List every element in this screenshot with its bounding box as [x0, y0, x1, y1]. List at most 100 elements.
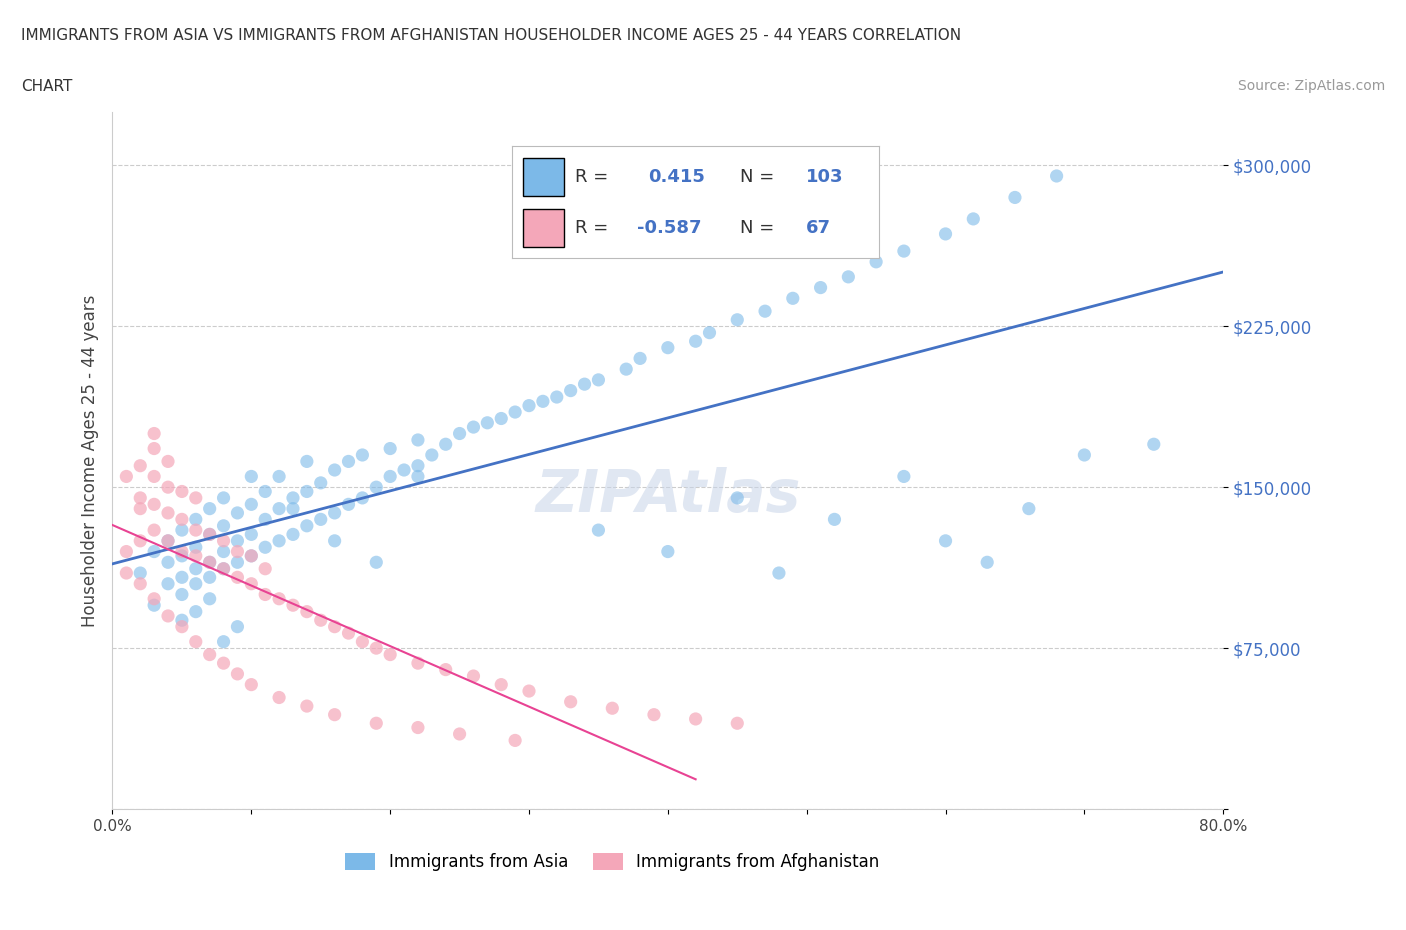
Point: [434, 662, 457, 677]
Point: [824, 512, 846, 526]
Point: [267, 690, 291, 705]
Point: [962, 211, 984, 226]
Text: 0.415: 0.415: [648, 167, 704, 186]
Text: CHART: CHART: [21, 79, 73, 94]
Point: [1143, 437, 1166, 452]
Point: [143, 497, 166, 512]
Point: [503, 733, 526, 748]
Point: [406, 458, 429, 473]
Point: [517, 684, 540, 698]
Point: [463, 669, 485, 684]
Point: [768, 565, 790, 580]
Point: [115, 565, 138, 580]
Point: [212, 562, 235, 577]
Point: [170, 549, 193, 564]
Point: [143, 598, 166, 613]
Point: [614, 362, 637, 377]
Point: [184, 634, 207, 649]
Point: [115, 469, 138, 484]
Point: [449, 726, 471, 741]
Point: [685, 711, 707, 726]
Point: [782, 291, 804, 306]
Point: [240, 549, 263, 564]
Point: [560, 695, 582, 710]
Point: [366, 555, 388, 570]
Point: [366, 716, 388, 731]
Point: [1045, 168, 1069, 183]
Point: [323, 534, 346, 549]
Text: N =: N =: [740, 219, 773, 237]
Point: [129, 490, 152, 505]
Point: [295, 604, 318, 619]
Point: [392, 462, 415, 477]
Point: [157, 534, 180, 549]
Point: [226, 506, 249, 521]
Point: [281, 501, 304, 516]
Point: [380, 469, 402, 484]
Point: [240, 677, 263, 692]
Point: [309, 475, 332, 490]
Point: [184, 512, 207, 526]
Point: [337, 454, 360, 469]
Point: [628, 351, 651, 365]
Point: [380, 647, 402, 662]
Point: [184, 577, 207, 591]
Point: [323, 619, 346, 634]
Point: [685, 334, 707, 349]
Point: [129, 501, 152, 516]
Point: [226, 555, 249, 570]
Point: [170, 619, 193, 634]
Point: [212, 518, 235, 533]
Point: [267, 501, 291, 516]
Point: [366, 480, 388, 495]
Point: [170, 512, 193, 526]
Text: ZIPAtlas: ZIPAtlas: [536, 467, 800, 524]
Point: [934, 534, 956, 549]
Point: [380, 441, 402, 456]
Point: [406, 656, 429, 671]
Point: [212, 544, 235, 559]
Point: [198, 527, 221, 542]
Point: [240, 577, 263, 591]
Point: [226, 544, 249, 559]
Point: [198, 501, 221, 516]
Point: [865, 255, 887, 270]
Point: [837, 270, 859, 285]
Point: [240, 549, 263, 564]
Point: [934, 227, 956, 242]
Point: [240, 469, 263, 484]
Point: [531, 394, 554, 409]
Point: [157, 577, 180, 591]
Point: [560, 383, 582, 398]
Legend: Immigrants from Asia, Immigrants from Afghanistan: Immigrants from Asia, Immigrants from Af…: [339, 846, 886, 878]
Point: [477, 416, 499, 431]
Text: N =: N =: [740, 167, 773, 186]
Text: R =: R =: [575, 167, 607, 186]
Point: [129, 565, 152, 580]
Point: [212, 656, 235, 671]
Point: [267, 469, 291, 484]
Point: [143, 544, 166, 559]
Point: [184, 539, 207, 554]
Point: [503, 405, 526, 419]
Point: [157, 555, 180, 570]
Point: [366, 641, 388, 656]
Point: [463, 419, 485, 434]
Point: [170, 544, 193, 559]
Point: [143, 523, 166, 538]
Point: [198, 591, 221, 606]
Point: [588, 372, 610, 387]
Point: [406, 432, 429, 447]
Point: [491, 677, 513, 692]
Point: [143, 426, 166, 441]
Point: [129, 577, 152, 591]
Point: [267, 534, 291, 549]
Point: [226, 570, 249, 585]
Point: [129, 534, 152, 549]
Point: [309, 512, 332, 526]
Point: [810, 280, 832, 295]
Point: [184, 604, 207, 619]
Point: [254, 539, 277, 554]
Text: 67: 67: [806, 219, 831, 237]
Point: [643, 707, 665, 722]
